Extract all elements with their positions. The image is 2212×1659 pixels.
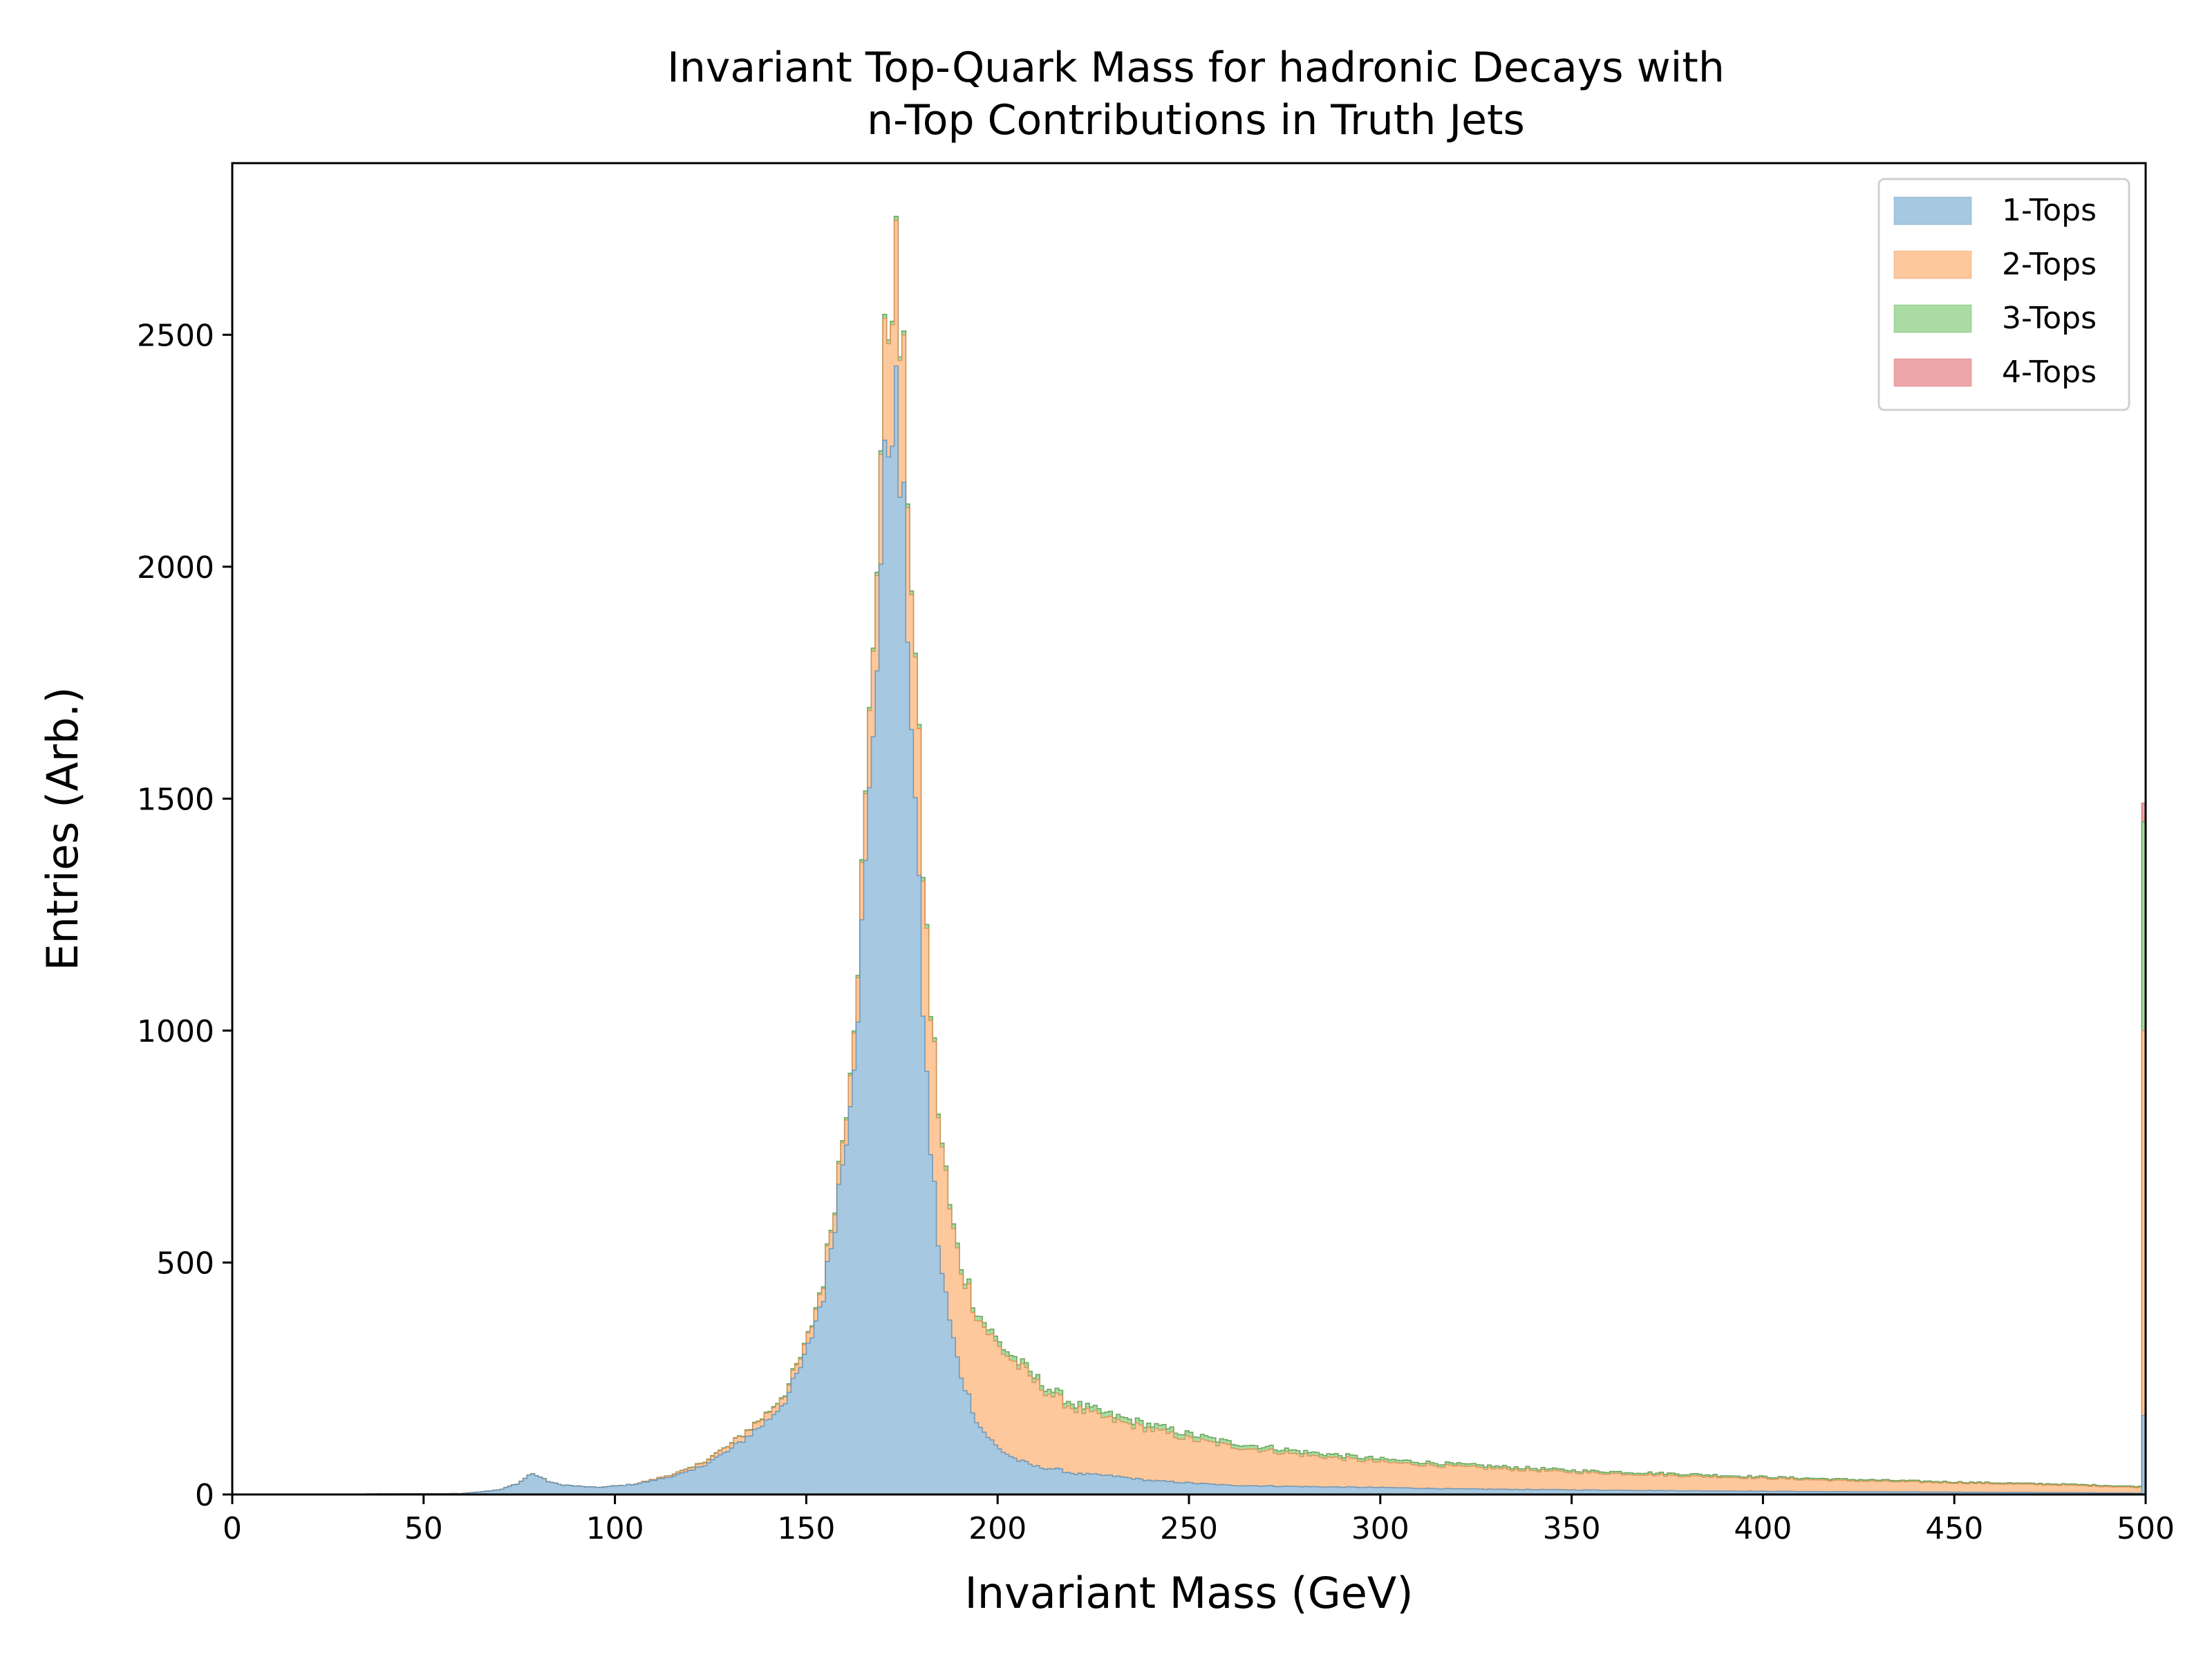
legend-label: 3-Tops [2002, 301, 2097, 336]
legend-swatch-3-Tops [1893, 304, 1972, 333]
x-tick-label: 350 [1543, 1511, 1601, 1546]
series-edge-4-Tops [232, 216, 2146, 1495]
y-tick-label: 0 [195, 1478, 214, 1513]
x-tick-label: 200 [968, 1511, 1027, 1546]
series-area-3-Tops [232, 216, 2146, 1495]
histogram-bars [232, 216, 2146, 1495]
x-axis-ticks: 0 50 100 150 200 250 300 350 400 450 500 [223, 1494, 2175, 1546]
series-edge-3-Tops [232, 216, 2146, 1495]
chart-title: Invariant Top-Quark Mass for hadronic De… [667, 44, 1725, 144]
series-area-1-Tops [232, 366, 2146, 1495]
series-edge-1-Tops [232, 365, 2146, 1495]
chart-title-line: Invariant Top-Quark Mass for hadronic De… [667, 44, 1725, 92]
y-tick-label: 1000 [137, 1014, 214, 1049]
legend-label: 4-Tops [2002, 355, 2097, 390]
x-tick-label: 250 [1160, 1511, 1218, 1546]
x-tick-label: 500 [2117, 1511, 2175, 1546]
legend-label: 2-Tops [2002, 247, 2097, 282]
y-tick-label: 2000 [137, 550, 214, 585]
chart-title-line: n-Top Contributions in Truth Jets [867, 96, 1525, 144]
y-tick-label: 1500 [137, 782, 214, 817]
x-tick-label: 150 [777, 1511, 835, 1546]
legend-frame [1877, 178, 2130, 411]
x-tick-label: 0 [223, 1511, 242, 1546]
x-tick-label: 50 [404, 1511, 443, 1546]
y-tick-label: 2500 [137, 318, 214, 353]
legend-label: 1-Tops [2002, 193, 2097, 228]
plot-frame [231, 162, 2147, 1496]
y-axis-ticks: 0 500 1000 1500 2000 2500 [137, 318, 232, 1513]
series-area-4-Tops [232, 216, 2146, 1495]
legend-swatch-4-Tops [1893, 358, 1972, 387]
y-axis-label: Entries (Arb.) [37, 687, 88, 971]
legend-swatch-2-Tops [1893, 250, 1972, 279]
legend: 1-Tops 2-Tops 3-Tops 4-Tops [1877, 178, 2130, 411]
series-area-2-Tops [232, 220, 2146, 1494]
x-tick-label: 100 [586, 1511, 644, 1546]
series-edge-2-Tops [232, 220, 2146, 1495]
legend-swatch-1-Tops [1893, 196, 1972, 225]
x-axis-label: Invariant Mass (GeV) [964, 1568, 1413, 1618]
y-tick-label: 500 [156, 1246, 214, 1281]
x-tick-label: 400 [1734, 1511, 1792, 1546]
x-tick-label: 450 [1925, 1511, 1983, 1546]
x-tick-label: 300 [1351, 1511, 1409, 1546]
